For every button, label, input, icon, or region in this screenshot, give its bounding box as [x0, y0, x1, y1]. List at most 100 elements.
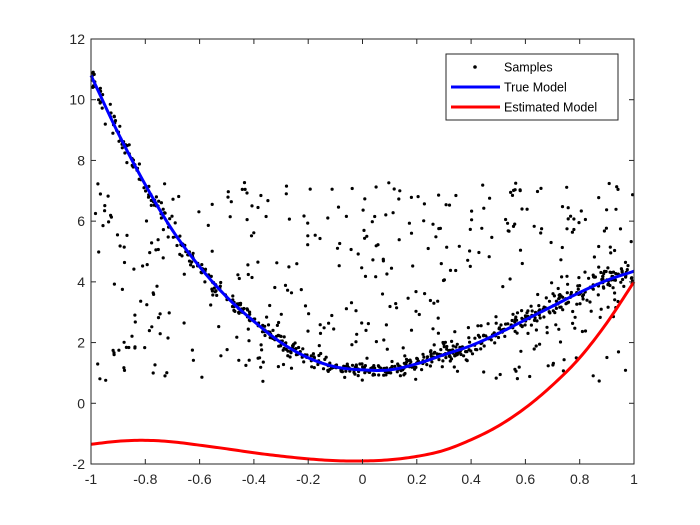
sample-point [589, 309, 593, 313]
sample-point [246, 272, 250, 277]
sample-point [602, 229, 607, 233]
sample-point [580, 329, 585, 334]
sample-point [575, 302, 579, 306]
sample-point [159, 201, 163, 205]
sample-point [256, 260, 260, 264]
sample-point [626, 264, 630, 268]
sample-point [480, 226, 484, 230]
sample-point [566, 300, 571, 304]
sample-point [165, 371, 169, 375]
sample-point [158, 332, 162, 336]
sample-point [558, 340, 563, 344]
sample-point [611, 270, 616, 274]
sample-point [310, 365, 314, 369]
sample-point [486, 322, 490, 326]
sample-point [133, 345, 137, 349]
sample-point [337, 264, 341, 268]
sample-point [476, 333, 480, 337]
sample-point [328, 367, 332, 371]
sample-point [481, 334, 486, 338]
sample-point [354, 309, 358, 313]
sample-point [373, 214, 377, 219]
sample-point [372, 373, 377, 377]
sample-point [558, 293, 562, 297]
sample-point [100, 106, 104, 110]
sample-point [384, 213, 388, 217]
sample-point [622, 284, 626, 288]
sample-point [613, 278, 618, 282]
sample-point [363, 197, 367, 201]
sample-point [565, 185, 569, 189]
sample-point [511, 188, 516, 192]
sample-point [515, 377, 520, 381]
sample-point [455, 369, 460, 373]
sample-point [587, 276, 591, 280]
sample-point [422, 219, 426, 223]
sample-point [163, 182, 167, 186]
sample-point [451, 344, 455, 348]
sample-point [540, 227, 544, 231]
sample-point [479, 324, 483, 328]
sample-point [616, 187, 620, 191]
sample-point [265, 315, 269, 319]
sample-point [544, 296, 548, 300]
sample-point [547, 299, 552, 303]
sample-point [509, 190, 513, 194]
sample-point [554, 306, 559, 310]
sample-point [577, 221, 581, 225]
sample-point [476, 324, 480, 328]
legend-label: Estimated Model [504, 101, 597, 115]
sample-point [132, 267, 136, 271]
sample-point [426, 246, 430, 251]
sample-point [246, 327, 250, 331]
sample-point [98, 377, 102, 381]
y-tick-label: 10 [69, 92, 85, 108]
sample-point [263, 333, 267, 338]
sample-point [477, 250, 481, 255]
sample-point [233, 309, 237, 313]
sample-point [510, 318, 514, 323]
sample-point [440, 365, 444, 369]
sample-point [506, 322, 510, 326]
sample-point [150, 325, 154, 329]
sample-point [120, 146, 124, 150]
sample-point [307, 312, 311, 316]
sample-point [601, 285, 606, 289]
sample-point [591, 374, 595, 378]
sample-point [631, 193, 635, 197]
sample-point [141, 264, 145, 268]
sample-point [356, 252, 360, 256]
sample-point [218, 284, 222, 288]
sample-point [250, 204, 254, 208]
sample-point [497, 326, 501, 330]
sample-point [210, 249, 214, 253]
sample-point [156, 247, 160, 252]
sample-point [249, 234, 254, 238]
sample-point [363, 371, 367, 375]
sample-point [143, 346, 147, 350]
sample-point [237, 276, 241, 281]
sample-point [444, 356, 448, 360]
sample-point [344, 369, 348, 373]
sample-point [614, 272, 618, 276]
sample-point [533, 316, 537, 320]
sample-point [266, 199, 270, 203]
sample-point [191, 265, 195, 269]
sample-point [566, 217, 570, 221]
sample-point [391, 211, 395, 215]
sample-point [332, 327, 336, 331]
sample-point [425, 355, 430, 359]
sample-point [604, 226, 609, 230]
sample-point [259, 365, 263, 369]
sample-point [361, 365, 365, 369]
sample-point [511, 312, 515, 316]
sample-point [481, 183, 485, 187]
sample-point [373, 366, 377, 370]
sample-point [163, 211, 167, 215]
sample-point [515, 331, 519, 335]
sample-point [261, 360, 265, 364]
sample-point [515, 311, 520, 315]
sample-point [403, 354, 407, 358]
sample-point [479, 347, 483, 351]
sample-point [275, 323, 279, 327]
